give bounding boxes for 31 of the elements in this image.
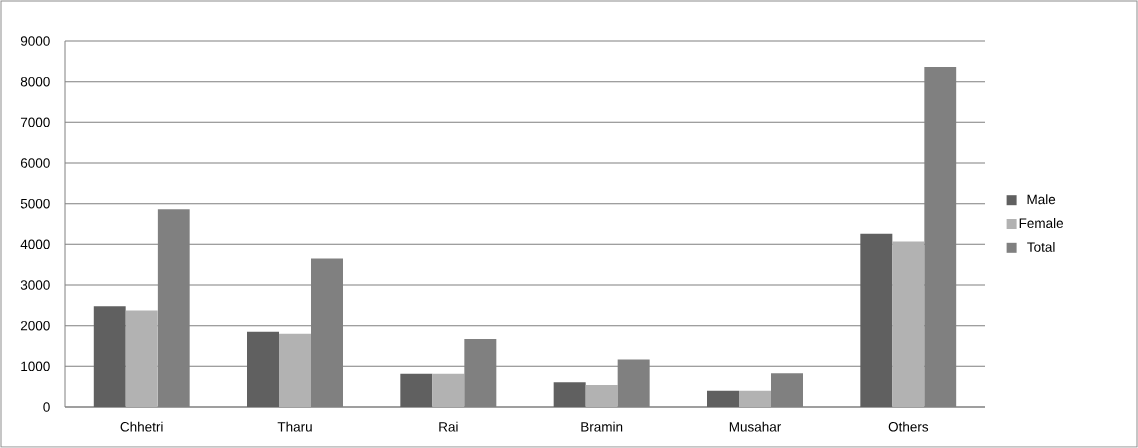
x-tick-label: Musahar bbox=[729, 421, 782, 432]
y-tick-label: 9000 bbox=[20, 36, 50, 46]
y-tick-label: 3000 bbox=[20, 280, 50, 290]
y-tick-label: 7000 bbox=[20, 117, 50, 128]
bar bbox=[553, 382, 586, 407]
y-tick-label: 2000 bbox=[20, 320, 50, 331]
bar bbox=[279, 333, 311, 407]
bar bbox=[432, 373, 465, 407]
x-tick-label: Bramin bbox=[581, 421, 623, 432]
bar bbox=[892, 241, 925, 407]
bar bbox=[93, 306, 126, 407]
bar bbox=[247, 331, 279, 407]
bar bbox=[707, 390, 739, 407]
x-tick-label: Others bbox=[888, 421, 929, 432]
legend-label: Female bbox=[1019, 218, 1064, 229]
legend-label: Total bbox=[1027, 241, 1055, 252]
bar bbox=[585, 385, 618, 407]
y-tick-label: 1000 bbox=[21, 361, 50, 372]
y-tick-label: 8000 bbox=[20, 76, 50, 87]
bar bbox=[125, 310, 158, 407]
x-tick-label: Tharu bbox=[277, 421, 312, 432]
y-tick-label: 4000 bbox=[20, 239, 50, 250]
bar bbox=[739, 390, 771, 407]
x-tick-label: Chhetri bbox=[120, 421, 163, 432]
y-tick-label: 5000 bbox=[20, 198, 50, 209]
y-tick-label: 0 bbox=[43, 402, 50, 412]
legend-label: Male bbox=[1027, 194, 1056, 205]
bar bbox=[860, 233, 893, 407]
bar bbox=[400, 373, 433, 407]
x-tick-label: Rai bbox=[439, 421, 458, 432]
y-tick-label: 6000 bbox=[20, 158, 50, 168]
